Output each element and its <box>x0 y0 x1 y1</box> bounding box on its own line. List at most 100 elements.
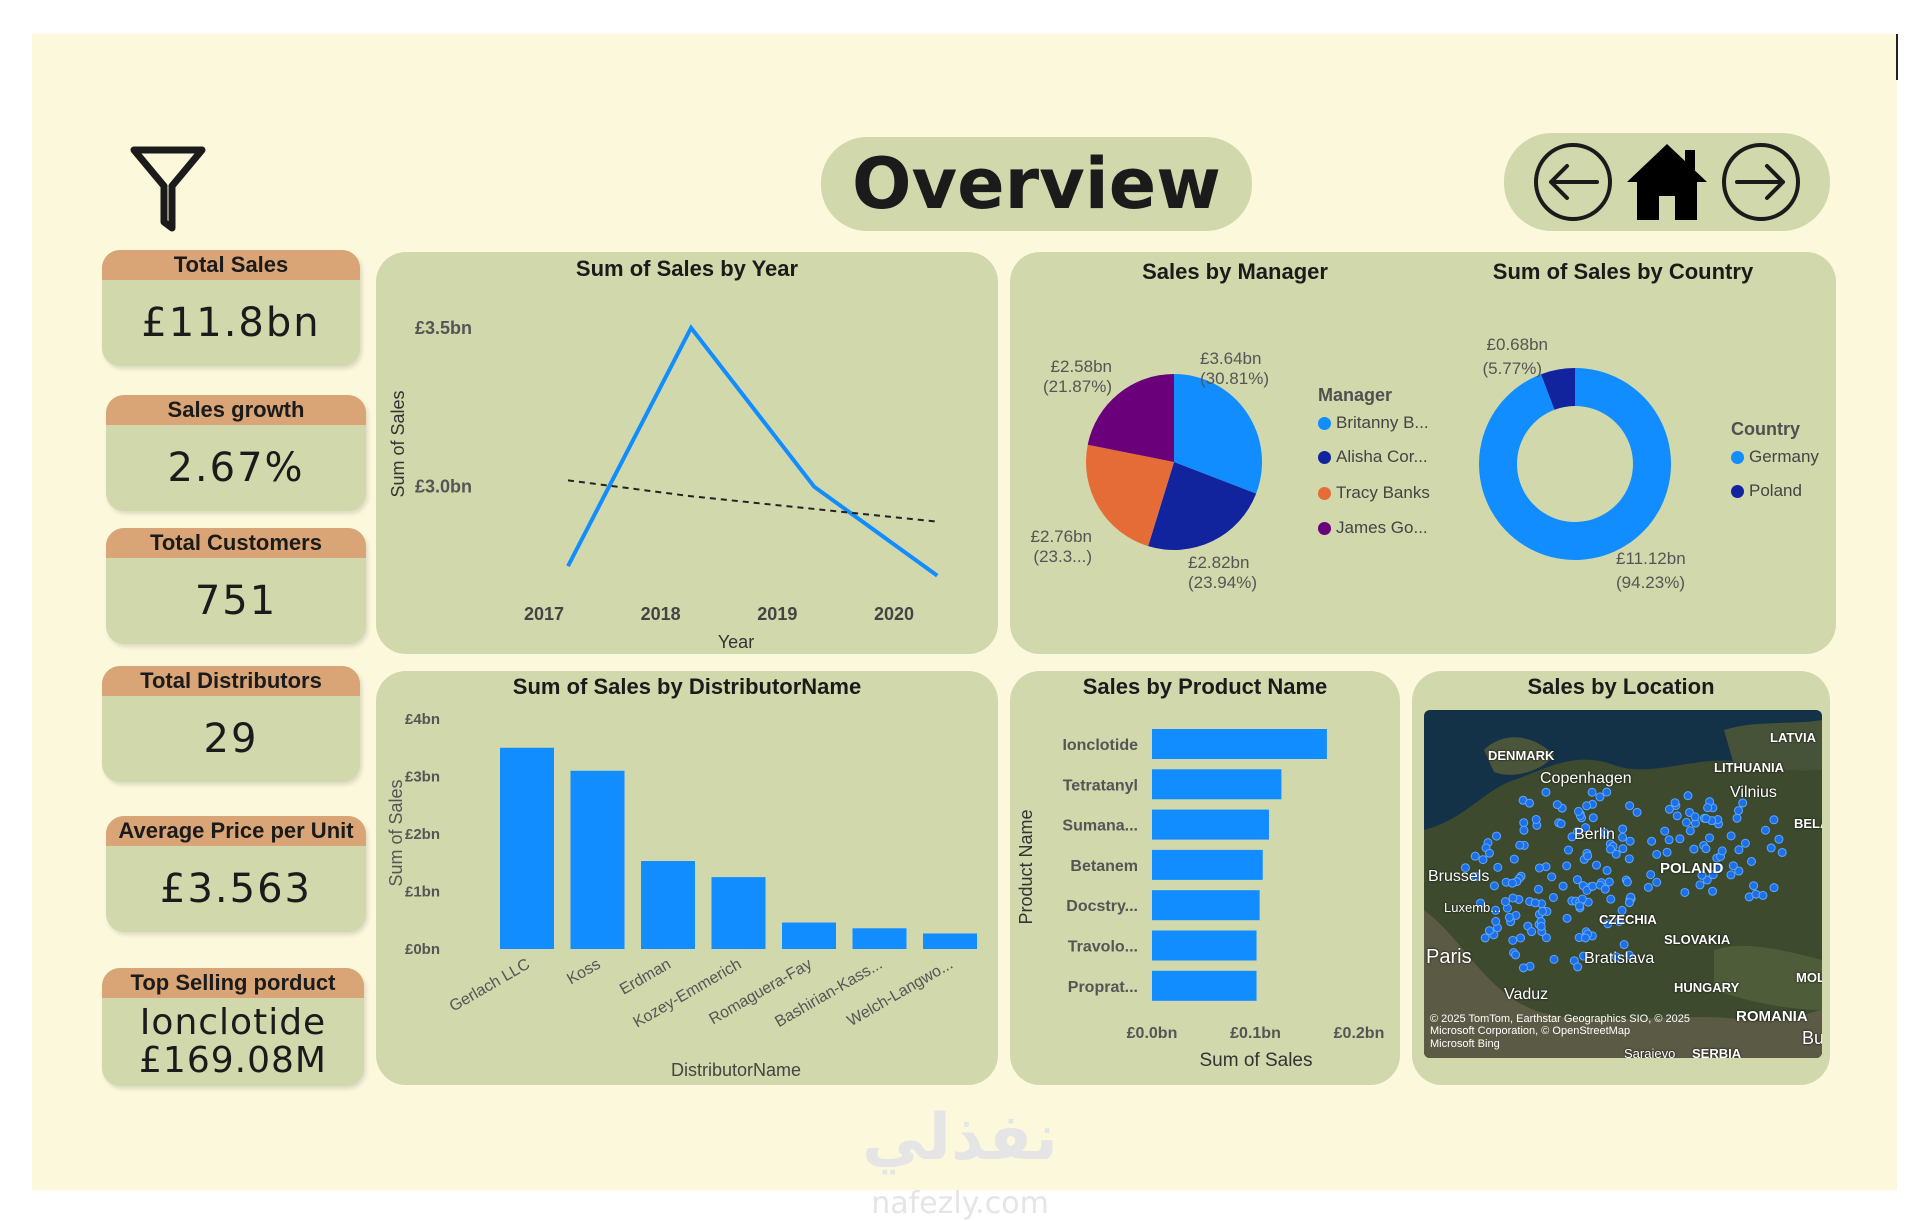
map-point <box>1532 815 1540 823</box>
watermark-url: nafezly.com <box>820 1186 1100 1221</box>
kpi-sales-growth: Sales growth 2.67% <box>106 395 366 511</box>
x-tick-label: £0.0bn <box>1127 1025 1178 1042</box>
map-point <box>1619 845 1627 853</box>
map-point <box>1735 807 1743 815</box>
map-point <box>1702 815 1710 823</box>
arrow-left-icon[interactable] <box>1531 140 1615 224</box>
map-point <box>1623 878 1631 886</box>
map-point <box>1625 855 1633 863</box>
map-point <box>1531 899 1539 907</box>
y-axis-label: Sum of Sales <box>388 390 408 497</box>
kpi-label: Total Distributors <box>102 666 360 696</box>
map-point <box>1501 898 1509 906</box>
map-point <box>1574 807 1582 815</box>
legend-item[interactable]: Poland <box>1731 481 1802 501</box>
kpi-label: Sales growth <box>106 395 366 425</box>
map-point <box>1663 848 1671 856</box>
legend-swatch <box>1731 451 1744 464</box>
kpi-value: £11.8bn <box>102 280 360 366</box>
map-point <box>1625 899 1633 907</box>
kpi-top-product: Top Selling porduct Ionclotide £169.08M <box>102 968 364 1086</box>
bar <box>1152 931 1257 961</box>
map-point <box>1676 835 1684 843</box>
map-point <box>1520 826 1528 834</box>
map-point <box>1626 837 1634 845</box>
x-tick-label: Gerlach LLC <box>447 956 533 1016</box>
map-point <box>1661 827 1669 835</box>
bar <box>1152 850 1263 880</box>
x-axis-label: Sum of Sales <box>1200 1050 1313 1071</box>
map-point <box>1603 788 1611 796</box>
legend-label: Alisha Cor... <box>1336 447 1428 467</box>
y-tick-label: Proprat... <box>1068 979 1138 996</box>
map-point <box>1592 861 1600 869</box>
map-point <box>1538 907 1546 915</box>
map-point <box>1665 836 1673 844</box>
kpi-label: Total Customers <box>106 528 366 558</box>
legend-item[interactable]: Alisha Cor... <box>1318 447 1428 467</box>
map-point <box>1583 802 1591 810</box>
map-point <box>1727 871 1735 879</box>
map-point <box>1607 895 1615 903</box>
y-tick-label: Sumana... <box>1062 818 1138 835</box>
map-point <box>1709 887 1717 895</box>
map-point <box>1605 878 1613 886</box>
map-point <box>1581 934 1589 942</box>
x-axis-label: DistributorName <box>671 1060 801 1080</box>
bar <box>853 928 907 949</box>
product-bar-chart[interactable]: Ionclotide Tetratanyl Sumana... Betanem Docs… <box>1010 671 1400 1085</box>
map-point <box>1696 881 1704 889</box>
map-point <box>1684 792 1692 800</box>
y-tick-label: Travolo... <box>1068 939 1138 956</box>
bar <box>1152 729 1327 759</box>
map-point <box>1633 808 1641 816</box>
map-point <box>1704 804 1712 812</box>
map-point <box>1589 882 1597 890</box>
map-point <box>1548 873 1556 881</box>
x-tick-label: 2017 <box>524 604 564 624</box>
map-point <box>1494 863 1502 871</box>
x-axis-label: Year <box>718 632 754 652</box>
legend-item[interactable]: Tracy Banks <box>1318 483 1430 503</box>
data-label: (23.94%) <box>1188 573 1257 592</box>
kpi-total-customers: Total Customers 751 <box>106 528 366 644</box>
y-tick-label: Docstry... <box>1066 898 1138 915</box>
chart-title: Sales by Location <box>1412 674 1830 700</box>
country-donut-chart[interactable]: £0.68bn(5.77%)£11.12bn(94.23%) <box>1420 252 1710 654</box>
data-label: £11.12bn <box>1616 549 1686 568</box>
map-point <box>1509 894 1517 902</box>
map-point <box>1559 882 1567 890</box>
map-point <box>1601 885 1609 893</box>
legend-item[interactable]: James Go... <box>1318 518 1428 538</box>
map-point <box>1735 846 1743 854</box>
x-tick-label: 2018 <box>641 604 681 624</box>
legend-item[interactable]: Britanny B... <box>1318 413 1429 433</box>
map-label: LATVIA <box>1770 730 1816 745</box>
legend-item[interactable]: Germany <box>1731 447 1819 467</box>
map-point <box>1770 816 1778 824</box>
map-attribution: © 2025 TomTom, Earthstar Geographics SIO… <box>1430 1013 1730 1050</box>
y-tick-label: Tetratanyl <box>1063 777 1138 794</box>
funnel-icon[interactable] <box>128 144 208 234</box>
location-map[interactable]: DENMARK LITHUANIA LATVIA BELA CZECHIA SL… <box>1424 710 1822 1058</box>
map-point <box>1479 856 1487 864</box>
map-point <box>1770 884 1778 892</box>
legend-swatch <box>1318 487 1331 500</box>
map-label: HUNGARY <box>1674 980 1739 995</box>
home-icon[interactable] <box>1625 140 1709 224</box>
bar <box>712 877 766 949</box>
legend-swatch <box>1318 451 1331 464</box>
map-point <box>1589 814 1597 822</box>
x-tick-label: 2019 <box>757 604 797 624</box>
data-label: (30.81%) <box>1200 369 1269 388</box>
arrow-right-icon[interactable] <box>1719 140 1803 224</box>
map-point <box>1517 934 1525 942</box>
y-tick-label: Betanem <box>1070 858 1138 875</box>
kpi-product-sales: £169.08M <box>139 1042 327 1080</box>
y-tick-label: Ionclotide <box>1062 737 1138 754</box>
map-point <box>1653 850 1661 858</box>
map-city: Copenhagen <box>1540 770 1632 788</box>
map-point <box>1573 876 1581 884</box>
